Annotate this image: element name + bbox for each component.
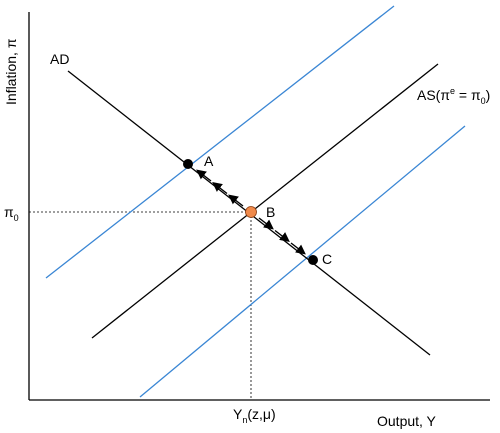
as-curve-upper	[45, 5, 395, 279]
x-axis-title: Output, Y	[377, 413, 437, 429]
yn-label: Yn(z,μ)	[233, 406, 276, 425]
y-axis-title: Inflation, π	[3, 38, 19, 105]
point-a-marker	[183, 159, 193, 169]
ad-label: AD	[50, 51, 69, 67]
arrows-toward-c	[258, 217, 306, 255]
as-curve	[91, 63, 439, 339]
point-c-marker	[308, 255, 318, 265]
point-b-marker	[245, 206, 257, 218]
as-curve-lower	[139, 125, 466, 398]
as-label: AS(πe = π0)	[417, 86, 490, 106]
point-b-label: B	[266, 204, 275, 220]
point-c-label: C	[322, 251, 332, 267]
arrows-toward-a	[196, 169, 244, 207]
point-a-label: A	[204, 153, 214, 169]
pi0-label: π0	[4, 204, 19, 223]
